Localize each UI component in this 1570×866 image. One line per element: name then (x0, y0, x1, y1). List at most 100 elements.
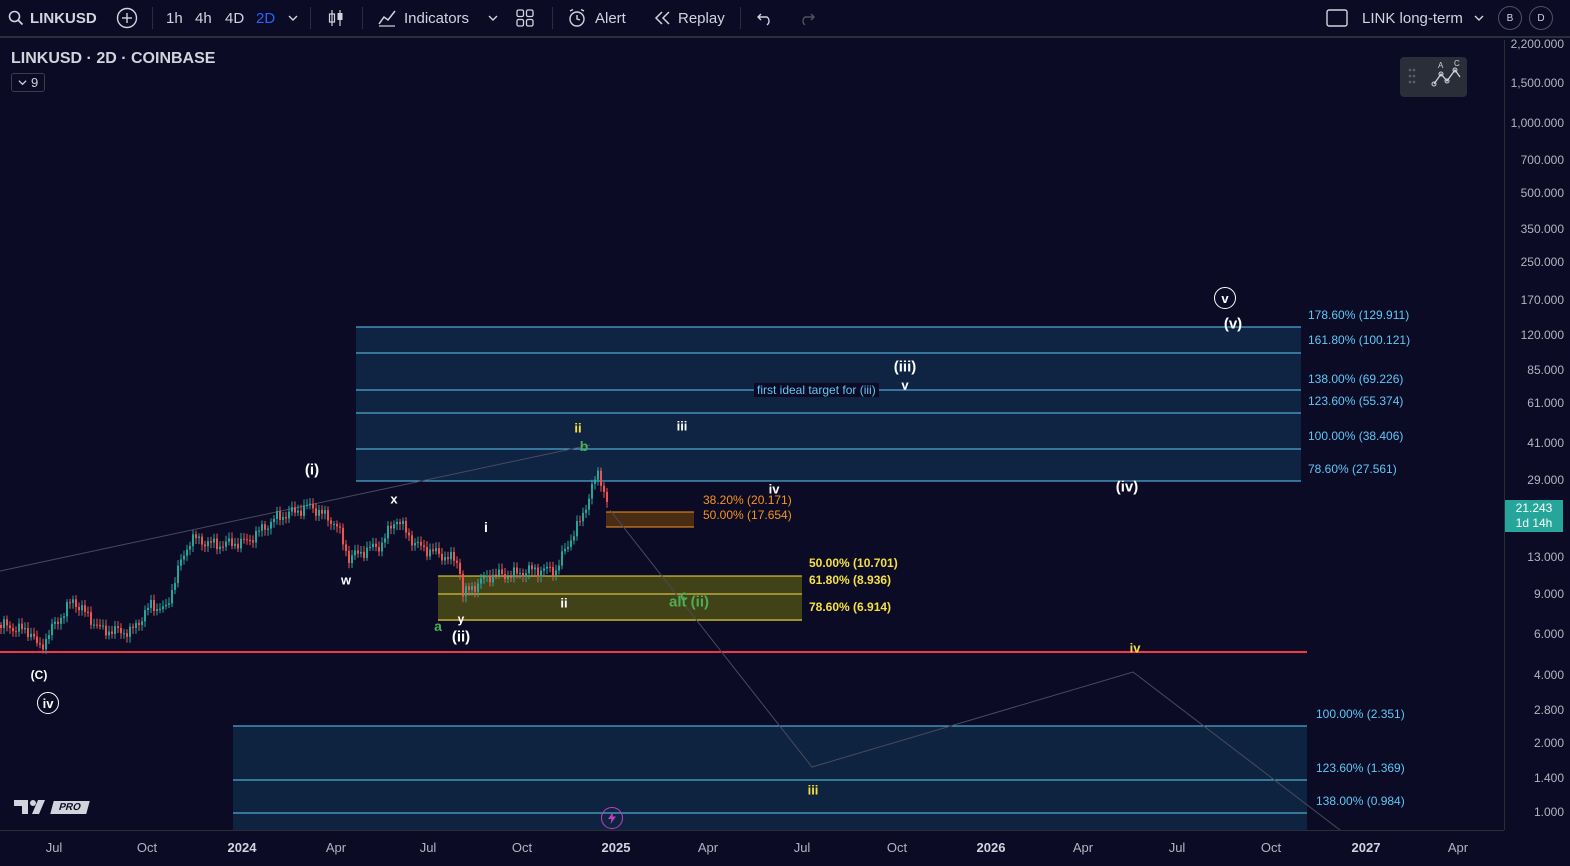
candle-body (222, 546, 224, 548)
price-tick: 61.000 (1527, 396, 1564, 410)
price-tick: 6.000 (1533, 627, 1564, 641)
candle-body (426, 546, 428, 557)
divider (362, 7, 363, 29)
candle-body (516, 567, 518, 574)
layout-name-button[interactable]: LINK long-term (1362, 0, 1463, 36)
indicators-button[interactable]: Indicators (377, 0, 469, 36)
top-toolbar: LINKUSD 1h 4h 4D 2D Indicators Alert Rep… (0, 0, 1570, 38)
divider (552, 7, 553, 29)
indicators-label: Indicators (404, 9, 470, 27)
candle-body (507, 576, 509, 580)
interval-4h[interactable]: 4h (195, 0, 212, 36)
wave-label: b (579, 438, 589, 454)
time-tick: Jul (419, 840, 437, 855)
svg-text:C: C (1454, 59, 1460, 68)
candle-body (351, 555, 353, 564)
drawing-widget[interactable]: A C (1400, 57, 1467, 97)
undo-icon (757, 13, 770, 26)
candle-body (540, 570, 542, 577)
price-tick: 350.000 (1520, 222, 1564, 236)
fib-label: 123.60% (1.369) (1316, 761, 1405, 775)
candle-body (531, 565, 533, 570)
lightning-button[interactable] (601, 807, 623, 829)
candle-body (375, 543, 377, 547)
candle-body (171, 589, 173, 604)
candle-body (357, 550, 359, 554)
fib-label: 161.80% (100.121) (1308, 333, 1411, 347)
price-tick: 250.000 (1520, 255, 1564, 269)
candle-body (552, 567, 554, 576)
candle-body (93, 624, 95, 626)
legend-collapse-button[interactable]: 9 (11, 73, 46, 92)
candle-body (402, 520, 404, 525)
candle-body (27, 627, 29, 638)
candle-body (135, 623, 137, 628)
interval-dropdown[interactable] (288, 0, 298, 36)
wave-label: (v) (1223, 315, 1243, 333)
interval-1h[interactable]: 1h (166, 0, 183, 36)
symbol-legend: LINKUSD · 2D · COINBASE 9 (11, 50, 215, 92)
badge-b-button[interactable]: B (1498, 0, 1522, 36)
symbol-search[interactable]: LINKUSD (8, 0, 97, 36)
layout-toggle[interactable] (1326, 0, 1348, 36)
badge-d-button[interactable]: D (1529, 0, 1553, 36)
candle-body (141, 621, 143, 625)
wave-label: v (901, 377, 909, 393)
candle-body (54, 621, 56, 624)
candle-body (432, 549, 434, 552)
chart-pane[interactable]: LINKUSD · 2D · COINBASE 9 A C 178.60% (1… (0, 40, 1504, 830)
fib-label: 38.20% (20.171) (703, 493, 792, 507)
candle-body (21, 623, 23, 630)
indicators-dropdown[interactable] (488, 0, 498, 36)
alert-button[interactable]: Alert (567, 0, 626, 36)
wave-label: (iv) (1115, 478, 1139, 496)
candle-body (81, 605, 83, 611)
layouts-button[interactable] (516, 0, 534, 36)
replay-button[interactable]: Replay (653, 0, 725, 36)
candle-body (480, 578, 482, 584)
candle-body (558, 565, 560, 571)
layout-name: LINK long-term (1362, 9, 1463, 27)
candle-body (336, 523, 338, 527)
candle-body (114, 626, 116, 634)
candle-body (66, 602, 68, 617)
candle-body (462, 573, 464, 597)
candle-body (429, 549, 431, 557)
candle-body (354, 550, 356, 556)
candle-body (177, 565, 179, 584)
candle-body (468, 586, 470, 590)
candle-body (414, 543, 416, 546)
candle-body (60, 617, 62, 624)
price-tick: 13.000 (1527, 550, 1564, 564)
candle-body (162, 606, 164, 609)
candle-body (87, 611, 89, 613)
time-tick: 2027 (1351, 840, 1381, 855)
undo-button[interactable] (756, 0, 774, 36)
add-symbol-button[interactable] (116, 0, 138, 36)
price-axis[interactable]: 2,200.000 1,500.000 1,000.000 700.000 50… (1504, 37, 1570, 830)
interval-2d[interactable]: 2D (256, 0, 275, 36)
interval-4d[interactable]: 4D (225, 0, 244, 36)
chevron-down-icon (18, 80, 27, 86)
candle-body (546, 566, 548, 569)
candle-body (138, 623, 140, 625)
candle-body (78, 606, 80, 611)
candle-body (423, 545, 425, 547)
candle-body (207, 541, 209, 547)
time-axis[interactable]: Jul Oct 2024 Apr Jul Oct 2025 Apr Jul Oc… (0, 830, 1504, 866)
candle-body (156, 609, 158, 612)
candle-body (15, 631, 17, 633)
redo-button[interactable] (798, 0, 816, 36)
candle-body (528, 565, 530, 574)
price-tick: 29.000 (1527, 473, 1564, 487)
square-icon (1326, 9, 1348, 27)
candle-body (390, 525, 392, 529)
svg-text:A: A (1438, 61, 1444, 70)
chart-type-button[interactable] (326, 0, 346, 36)
candle-body (372, 543, 374, 548)
projection-path (609, 509, 1341, 830)
layout-dropdown[interactable] (1474, 0, 1484, 36)
time-tick: Apr (1072, 840, 1094, 855)
wave-label: w (340, 572, 352, 588)
candles-icon (328, 10, 343, 26)
